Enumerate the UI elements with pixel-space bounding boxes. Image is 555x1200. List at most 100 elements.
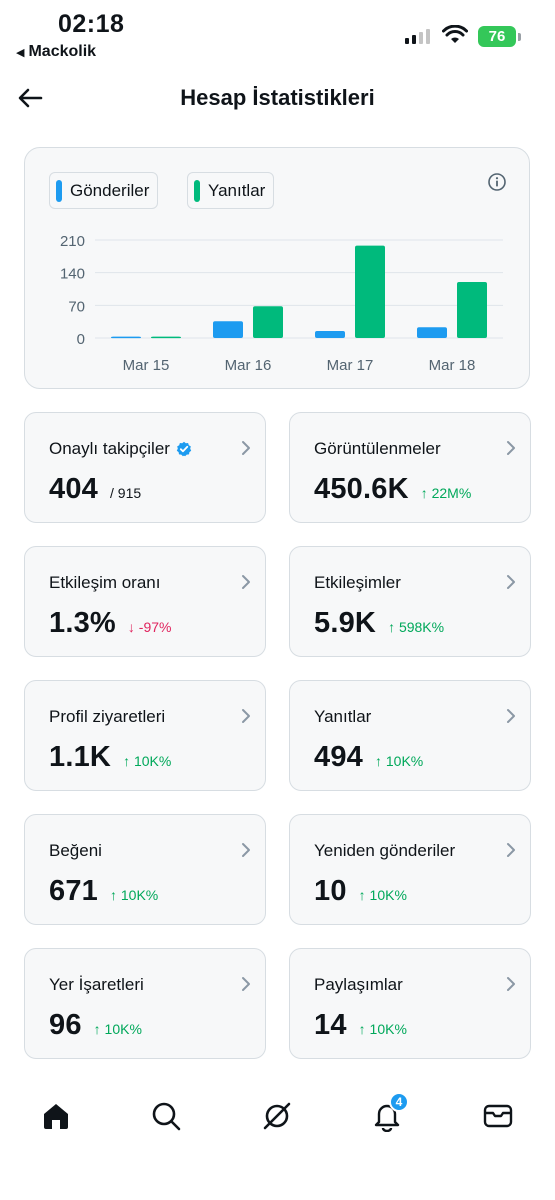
nav-notifications[interactable]: 4 — [369, 1092, 409, 1134]
stat-card[interactable]: Onaylı takipçiler 404 / 915 — [24, 412, 266, 523]
bar-yanitlar[interactable] — [457, 282, 487, 338]
info-icon[interactable] — [487, 172, 507, 192]
wifi-icon — [442, 25, 468, 43]
cellular-signal-icon — [405, 28, 430, 44]
search-icon — [152, 1102, 181, 1131]
stat-value: 671 — [49, 875, 98, 907]
back-to-app-link[interactable]: ◀ Mackolik — [16, 43, 96, 61]
stat-label-text: Yeniden gönderiler — [314, 841, 456, 860]
stat-label: Profil ziyaretleri — [49, 707, 165, 727]
status-time: 02:18 — [58, 10, 125, 38]
x-tick-label: Mar 18 — [429, 357, 476, 374]
nav-home[interactable] — [38, 1098, 74, 1134]
stat-card[interactable]: Yanıtlar 494 ↑ 10K% — [289, 680, 531, 791]
legend-swatch — [194, 179, 200, 202]
stat-value-row: 671 ↑ 10K% — [49, 875, 158, 908]
stat-change: ↑ 10K% — [123, 753, 172, 769]
stat-change: ↑ 10K% — [93, 1021, 142, 1037]
stat-value-row: 404 / 915 — [49, 473, 141, 506]
stat-value: 14 — [314, 1009, 347, 1041]
stat-card[interactable]: Profil ziyaretleri 1.1K ↑ 10K% — [24, 680, 266, 791]
stat-value: 5.9K — [314, 607, 377, 639]
stat-value-row: 10 ↑ 10K% — [314, 875, 407, 908]
back-triangle-icon: ◀ — [16, 46, 25, 59]
verified-badge-icon — [176, 441, 192, 457]
grok-icon — [263, 1102, 291, 1130]
stat-value-row: 5.9K ↑ 598K% — [314, 607, 444, 640]
arrow-left-icon — [18, 88, 43, 108]
stat-label-text: Yanıtlar — [314, 707, 372, 726]
bar-gonderiler[interactable] — [417, 327, 447, 338]
stat-change: ↑ 598K% — [388, 619, 445, 635]
x-tick-label: Mar 15 — [123, 357, 170, 374]
chevron-right-icon — [242, 977, 250, 991]
stat-value: 1.1K — [49, 741, 112, 773]
stat-label-text: Yer İşaretleri — [49, 975, 144, 994]
chart-card: Gönderiler Yanıtlar 210 140 70 0 Mar 15 Mar 1… — [24, 147, 530, 389]
bottom-nav: 4 — [0, 1080, 555, 1152]
status-bar: 02:18 ◀ Mackolik 76 — [0, 0, 555, 70]
stat-value-row: 14 ↑ 10K% — [314, 1009, 407, 1042]
stat-change: ↑ 10K% — [358, 1021, 407, 1037]
back-app-label: Mackolik — [28, 43, 97, 60]
bar-gonderiler[interactable] — [315, 331, 345, 338]
bar-yanitlar[interactable] — [253, 306, 283, 338]
bar-gonderiler[interactable] — [111, 336, 141, 339]
stat-change: ↑ 10K% — [110, 887, 159, 903]
stat-card[interactable]: Yer İşaretleri 96 ↑ 10K% — [24, 948, 266, 1059]
stat-label-text: Etkileşimler — [314, 573, 401, 592]
stat-label: Yanıtlar — [314, 707, 371, 727]
y-tick-label: 210 — [60, 233, 85, 250]
bar-yanitlar[interactable] — [355, 245, 385, 338]
chevron-right-icon — [507, 709, 515, 723]
y-tick-label: 70 — [68, 298, 85, 315]
page-title: Hesap İstatistikleri — [180, 85, 375, 110]
stat-card[interactable]: Etkileşimler 5.9K ↑ 598K% — [289, 546, 531, 657]
stat-label: Beğeni — [49, 841, 102, 861]
stat-label: Onaylı takipçiler — [49, 439, 192, 459]
chevron-right-icon — [242, 843, 250, 857]
stat-change: ↑ 10K% — [358, 887, 407, 903]
stat-card[interactable]: Görüntülenmeler 450.6K ↑ 22M% — [289, 412, 531, 523]
stat-card[interactable]: Yeniden gönderiler 10 ↑ 10K% — [289, 814, 531, 925]
bar-yanitlar[interactable] — [151, 336, 181, 339]
stat-card[interactable]: Beğeni 671 ↑ 10K% — [24, 814, 266, 925]
stat-change: ↑ 22M% — [420, 485, 472, 501]
legend-item-yanitlar[interactable]: Yanıtlar — [187, 172, 275, 209]
chevron-right-icon — [507, 575, 515, 589]
stat-label-text: Profil ziyaretleri — [49, 707, 166, 726]
legend-item-gonderiler[interactable]: Gönderiler — [49, 172, 159, 209]
chevron-right-icon — [507, 441, 515, 455]
nav-grok[interactable] — [259, 1098, 295, 1134]
header: Hesap İstatistikleri — [0, 75, 555, 121]
stat-label: Paylaşımlar — [314, 975, 403, 995]
x-tick-label: Mar 16 — [225, 357, 272, 374]
bar-chart: 210 140 70 0 Mar 15 Mar 16 Mar 17 Mar 18 — [60, 233, 503, 374]
battery-tip — [518, 33, 521, 41]
chevron-right-icon — [507, 843, 515, 857]
stat-label-text: Görüntülenmeler — [314, 439, 441, 458]
nav-search[interactable] — [148, 1098, 184, 1134]
chevron-right-icon — [507, 977, 515, 991]
stat-value: 404 — [49, 473, 98, 505]
y-tick-label: 140 — [60, 266, 85, 283]
stat-label-text: Beğeni — [49, 841, 102, 860]
stat-label-text: Onaylı takipçiler — [49, 439, 170, 458]
chevron-right-icon — [242, 441, 250, 455]
legend-label: Yanıtlar — [208, 180, 266, 200]
stat-change: ↓ -97% — [127, 619, 172, 635]
stat-value-row: 96 ↑ 10K% — [49, 1009, 142, 1042]
stat-label: Etkileşim oranı — [49, 573, 160, 593]
stat-value: 10 — [314, 875, 347, 907]
stat-card[interactable]: Etkileşim oranı 1.3% ↓ -97% — [24, 546, 266, 657]
battery-icon: 76 — [478, 26, 516, 47]
stat-label: Yer İşaretleri — [49, 975, 144, 995]
home-icon — [44, 1104, 68, 1129]
bar-gonderiler[interactable] — [213, 321, 243, 338]
stat-value-row: 1.3% ↓ -97% — [49, 607, 171, 640]
stat-card[interactable]: Paylaşımlar 14 ↑ 10K% — [289, 948, 531, 1059]
back-button[interactable] — [14, 82, 46, 114]
notification-badge: 4 — [389, 1092, 409, 1112]
nav-messages[interactable] — [480, 1098, 516, 1134]
stat-value: 450.6K — [314, 473, 409, 505]
